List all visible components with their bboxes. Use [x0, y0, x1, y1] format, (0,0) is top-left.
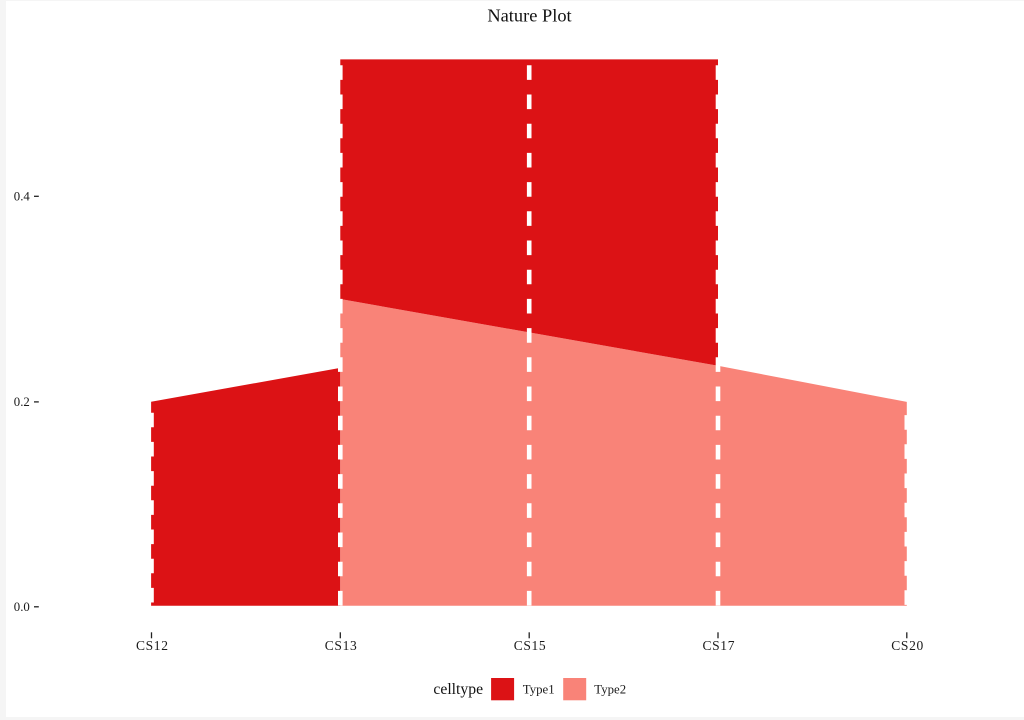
svg-text:CS12: CS12	[136, 638, 169, 653]
svg-text:CS13: CS13	[325, 638, 358, 653]
svg-text:0.0: 0.0	[14, 600, 30, 614]
svg-text:Type1: Type1	[523, 682, 555, 696]
svg-text:CS15: CS15	[514, 638, 547, 653]
svg-text:0.2: 0.2	[14, 395, 30, 409]
svg-text:0.4: 0.4	[14, 190, 31, 204]
svg-text:Type2: Type2	[594, 682, 626, 696]
svg-text:celltype: celltype	[433, 681, 483, 698]
svg-text:CS17: CS17	[702, 638, 735, 653]
svg-text:Nature Plot: Nature Plot	[487, 5, 571, 25]
svg-text:CS20: CS20	[891, 638, 924, 653]
